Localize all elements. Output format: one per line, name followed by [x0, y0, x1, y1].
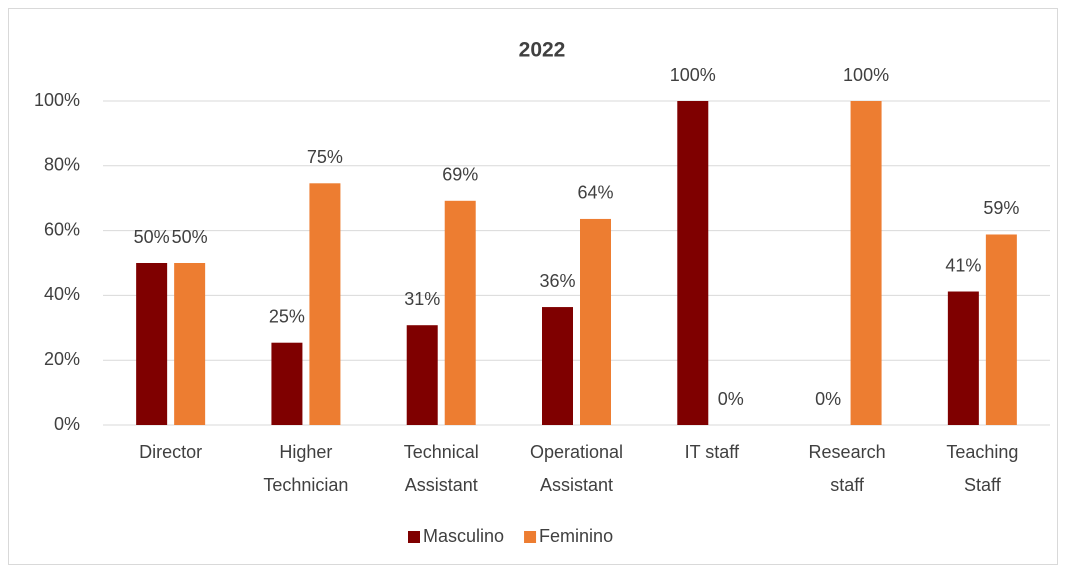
x-tick-label-line: Technical — [404, 442, 479, 462]
bar — [677, 101, 709, 425]
bar — [947, 291, 979, 425]
bar — [136, 263, 168, 425]
bar — [580, 218, 611, 425]
x-tick-label-line: Research — [809, 442, 886, 462]
x-tick-label: Research staff — [809, 442, 886, 495]
bar — [542, 307, 573, 425]
value-label: 100% — [670, 65, 716, 85]
bar — [985, 234, 1017, 425]
value-label: 41% — [945, 255, 981, 275]
bar — [406, 325, 438, 425]
chart-title: 2022 — [519, 39, 566, 62]
value-label: 36% — [539, 271, 575, 291]
value-label: 50% — [172, 227, 208, 247]
legend-swatch — [524, 531, 537, 543]
legend-label: Feminino — [539, 526, 613, 546]
value-label: 59% — [983, 198, 1019, 218]
value-label: 50% — [134, 227, 170, 247]
value-label: 100% — [843, 65, 889, 85]
x-tick-label-line: Staff — [964, 475, 1002, 495]
bar — [271, 342, 303, 425]
x-tick-label-line: Technician — [263, 475, 348, 495]
bar — [444, 200, 476, 425]
y-tick-label: 100% — [34, 90, 80, 110]
y-tick-label: 60% — [44, 219, 80, 239]
x-tick-label: Teaching Staff — [946, 442, 1018, 495]
x-tick-label-line: IT staff — [685, 442, 740, 462]
x-tick-label-line: Director — [139, 442, 202, 462]
value-label: 75% — [307, 147, 343, 167]
y-tick-label: 0% — [54, 414, 80, 434]
value-label: 69% — [442, 165, 478, 185]
x-tick-label: Director — [139, 442, 202, 462]
x-tick-label-line: staff — [830, 475, 865, 495]
value-label: 0% — [718, 389, 744, 409]
x-tick-label: Higher Technician — [263, 442, 348, 495]
legend-label: Masculino — [423, 526, 504, 546]
x-tick-label-line: Assistant — [405, 475, 478, 495]
value-label: 25% — [269, 306, 305, 326]
x-tick-label-line: Higher — [279, 442, 332, 462]
value-label: 64% — [577, 183, 613, 203]
y-tick-label: 40% — [44, 284, 80, 304]
value-label: 31% — [404, 289, 440, 309]
bar — [174, 263, 206, 425]
x-tick-label: IT staff — [685, 442, 740, 462]
bar — [309, 183, 341, 425]
legend-swatch — [408, 531, 420, 543]
x-tick-label: Technical Assistant — [404, 442, 479, 495]
x-tick-label-line: Operational — [530, 442, 623, 462]
x-tick-label-line: Assistant — [540, 475, 613, 495]
x-tick-label-line: Teaching — [946, 442, 1018, 462]
x-tick-label: Operational Assistant — [530, 442, 623, 495]
bar — [850, 101, 882, 425]
y-tick-label: 80% — [44, 155, 80, 175]
value-label: 0% — [815, 389, 841, 409]
y-tick-label: 20% — [44, 349, 80, 369]
